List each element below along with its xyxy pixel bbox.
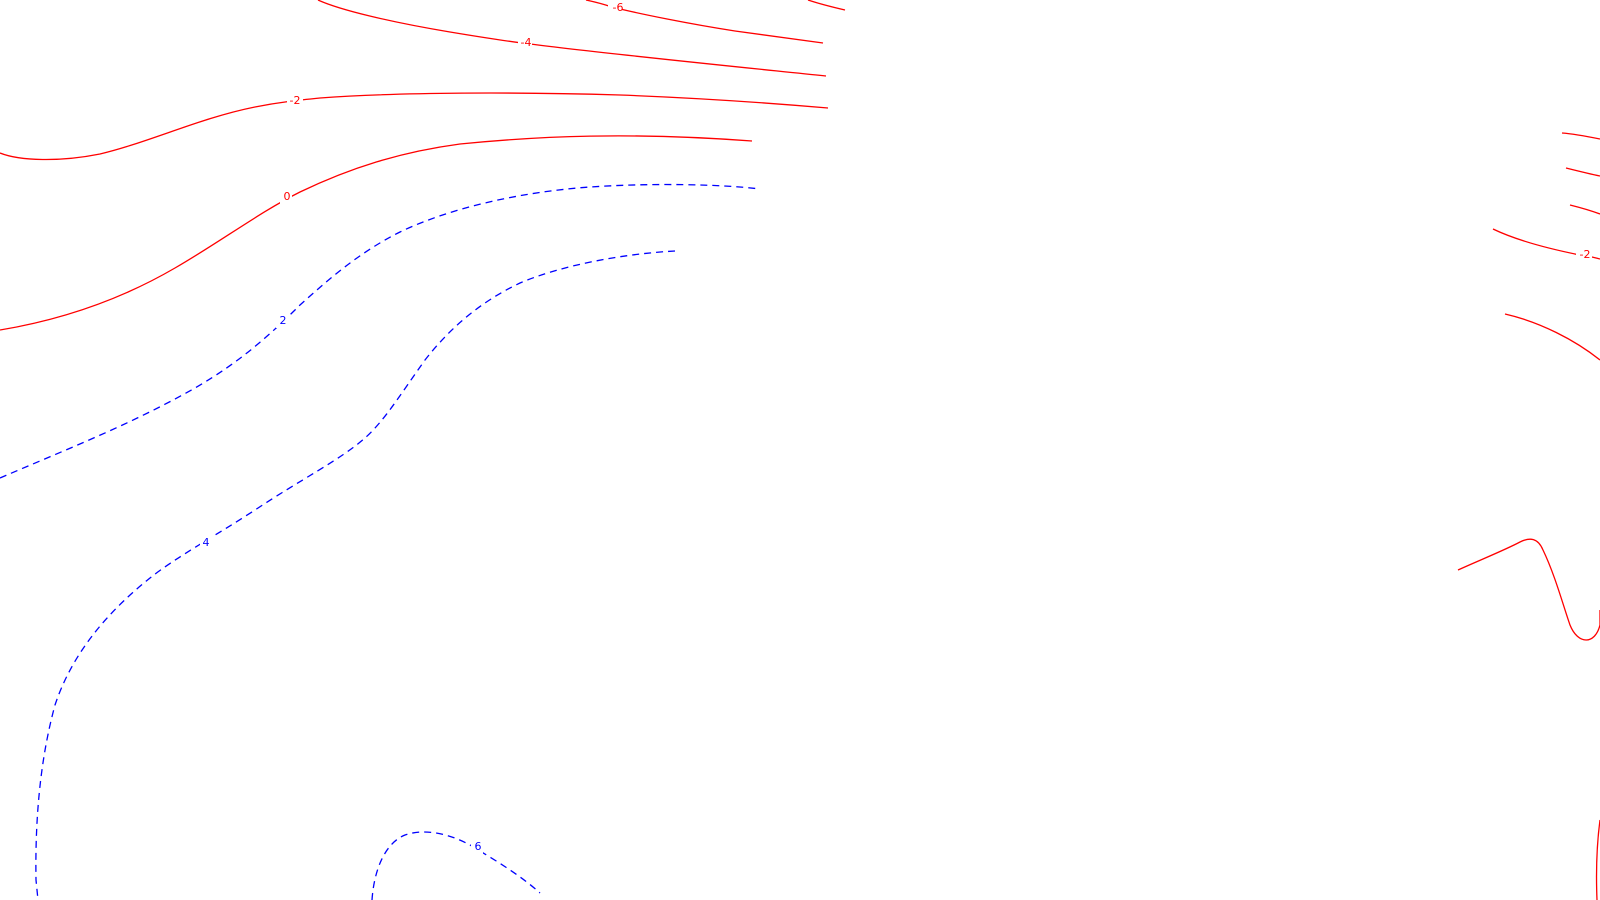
contour-line-right-4 [1504, 313, 1600, 361]
contour-label-minus4-top: -4 [521, 36, 532, 49]
contour-line-right-3 [1569, 204, 1600, 215]
contour-line-plus4 [35, 250, 676, 900]
contour-line-minus2 [0, 92, 829, 161]
contour-label-zero-top: 0 [284, 190, 291, 203]
contour-labels: -6 -4 -2 0 2 4 6 -2 [200, 0, 1592, 854]
contour-line-zero [0, 135, 753, 331]
contour-line-minus6 [585, 0, 824, 44]
contour-line-plus2 [0, 183, 761, 479]
contour-line-plus6 [371, 831, 541, 900]
contour-line-minus4 [317, 0, 827, 77]
contour-line-right-2 [1565, 167, 1600, 177]
contour-label-minus2-top: -2 [290, 94, 301, 107]
contour-label-plus6-bottom: 6 [475, 840, 482, 853]
contour-line-right-bottom [1595, 819, 1600, 900]
contour-line-minus6-stub [807, 0, 846, 11]
contour-label-minus6-top: -6 [613, 1, 624, 14]
contour-line-right-1 [1561, 132, 1600, 140]
contour-line-right-zero-loop [1457, 538, 1600, 641]
contour-label-minus2-right: -2 [1580, 248, 1591, 261]
contour-label-plus4-left: 4 [203, 536, 210, 549]
contour-label-plus2-left: 2 [280, 314, 287, 327]
